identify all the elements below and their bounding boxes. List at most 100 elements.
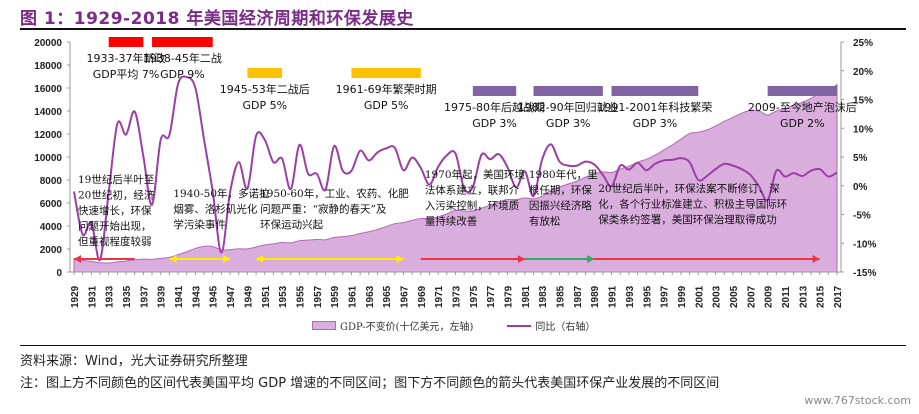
left-tick-label: 16000 (34, 84, 62, 95)
gdp-area (73, 83, 838, 273)
legend-swatch-area (312, 321, 336, 330)
env-period-text: 但重视程度较弱 (78, 235, 152, 248)
env-period-text: 20世纪后半叶，环保法案不断修订、深 (598, 182, 779, 195)
left-tick-label: 0 (56, 268, 62, 279)
env-arrow-head (812, 255, 820, 263)
source-text: 资料来源：Wind，光大证券研究所整理 (20, 354, 248, 369)
left-tick-label: 20000 (34, 38, 62, 49)
left-tick-label: 4000 (40, 222, 63, 233)
gdp-period-growth: GDP 5% (364, 99, 409, 112)
x-tick-label: 1963 (365, 285, 376, 308)
left-tick-label: 6000 (40, 199, 63, 210)
x-tick-label: 1935 (122, 285, 133, 308)
env-period-text: 量持续改善 (425, 215, 478, 228)
gdp-period-band (611, 86, 699, 96)
x-tick-label: 1951 (261, 285, 272, 308)
note-text: 注：图上方不同颜色的区间代表美国平均 GDP 增速的不同区间；图下方不同颜色的箭… (20, 376, 720, 391)
gdp-period-label: 1975-80年后越战期 (444, 100, 545, 114)
gdp-period-band (351, 68, 421, 78)
x-tick-label: 2011 (781, 286, 792, 308)
x-tick-label: 1985 (556, 285, 567, 308)
env-period-text: 化，各个行业标准建立、积极主导国际环 (598, 198, 787, 211)
right-tick-label: 15% (853, 96, 873, 107)
gdp-period-band (472, 86, 517, 96)
x-tick-label: 1949 (243, 285, 254, 308)
right-tick-label: 10% (853, 124, 873, 135)
x-tick-label: 1999 (677, 285, 688, 308)
x-tick-label: 1957 (313, 285, 324, 308)
gdp-period-growth: GDP 3% (633, 117, 678, 130)
x-tick-label: 1931 (87, 285, 98, 308)
x-tick-label: 1945 (209, 285, 220, 308)
x-tick-label: 1939 (157, 285, 168, 308)
x-tick-label: 1973 (452, 285, 463, 308)
x-tick-label: 2017 (833, 285, 844, 308)
right-tick-label: 0% (853, 182, 868, 193)
env-arrow-head (74, 255, 81, 263)
x-tick-label: 1933 (105, 285, 116, 308)
x-tick-label: 1975 (469, 285, 480, 308)
x-tick-label: 1971 (434, 285, 445, 308)
yoy-line (73, 75, 838, 261)
x-tick-label: 2001 (694, 285, 705, 308)
legend-item-yoy: 同比（右轴） (507, 318, 595, 333)
env-period-text: 烟雾、洛杉矶光化 (173, 203, 257, 216)
x-tick-label: 1967 (399, 285, 410, 308)
gdp-period-label: 1991-2001年科技繁荣 (597, 100, 712, 114)
gdp-period-band (152, 37, 213, 47)
gdp-period-growth: GDP 3% (546, 117, 591, 130)
left-tick-label: 18000 (34, 61, 62, 72)
gdp-period-label: 1938-45年二战 (143, 51, 222, 65)
env-period-text: 入污染控制，环境质 (425, 199, 520, 212)
right-tick-label: 20% (853, 67, 873, 78)
gdp-period-label: 1945-53年二战后 (220, 82, 310, 96)
gdp-period-label: 1982-90年回归就业 (518, 100, 619, 114)
x-tick-label: 1987 (573, 285, 584, 308)
env-period-text: 1980年代，里 (529, 168, 598, 181)
x-tick-label: 1979 (504, 285, 515, 308)
x-tick-label: 2007 (746, 285, 757, 308)
env-period-text: 有放松 (529, 215, 561, 228)
gdp-period-label: 2009-至今地产泡沫后 (748, 100, 857, 114)
env-period-text: 根任期，环保 (529, 184, 592, 197)
env-period-text: 1970年起，美国环境 (425, 168, 525, 181)
x-tick-label: 1937 (139, 285, 150, 308)
x-tick-label: 1947 (226, 285, 237, 308)
x-tick-label: 1995 (642, 285, 653, 308)
legend-label-yoy: 同比（右轴） (535, 322, 596, 333)
gdp-period-growth: GDP 2% (780, 117, 825, 130)
x-tick-label: 1965 (382, 285, 393, 308)
env-period-text: 因振兴经济略 (529, 199, 592, 212)
legend-label-gdp: GDP-不变价(十亿美元，左轴) (340, 322, 474, 333)
x-tick-label: 1991 (608, 285, 619, 308)
env-arrow-head (256, 255, 264, 263)
watermark: www.767stock.com (804, 394, 911, 407)
gdp-period-band (247, 68, 283, 78)
legend-swatch-line (507, 324, 532, 327)
x-tick-label: 1981 (521, 285, 532, 308)
x-tick-label: 1969 (417, 285, 428, 308)
env-period-text: 学污染事件 (173, 218, 226, 231)
gdp-period-growth: GDP 5% (242, 99, 287, 112)
x-tick-label: 1955 (295, 285, 306, 308)
right-tick-label: -15% (853, 268, 876, 279)
env-period-text: 快速增长，环保 (78, 204, 152, 217)
x-tick-label: 2009 (764, 285, 775, 308)
env-period-text: 20世纪初，经济 (78, 189, 155, 202)
gdp-period-band (533, 86, 603, 96)
right-tick-label: -10% (853, 239, 876, 250)
x-tick-label: 1959 (330, 285, 341, 308)
right-tick-label: 25% (853, 38, 873, 49)
left-tick-label: 10000 (34, 153, 62, 164)
env-arrow-head (396, 255, 404, 263)
env-arrow-head (169, 255, 177, 263)
gdp-period-growth: GDP 9% (160, 68, 205, 81)
env-period-text: 法体系建立，联邦介 (425, 184, 520, 197)
x-tick-label: 2003 (712, 285, 723, 308)
x-tick-label: 2005 (729, 285, 740, 308)
env-period-text: 1940-50年，多诺拉 (173, 187, 270, 200)
gdp-period-growth: GDP平均 7% (93, 68, 160, 81)
left-tick-label: 12000 (34, 130, 62, 141)
x-tick-label: 1977 (486, 285, 497, 308)
x-tick-label: 1953 (278, 285, 289, 308)
